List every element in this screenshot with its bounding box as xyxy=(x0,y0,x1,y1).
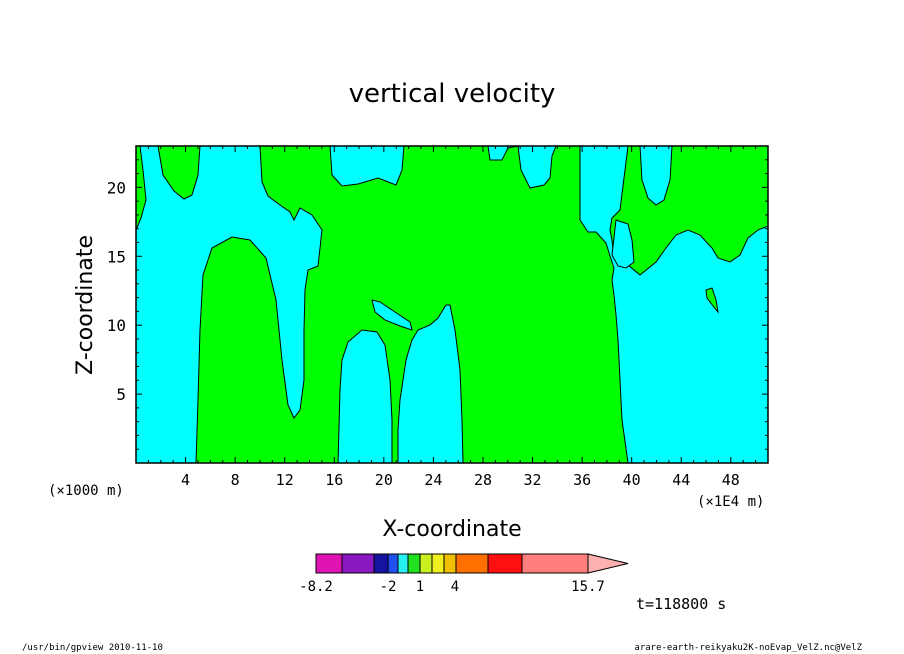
x-axis-label: X-coordinate xyxy=(382,517,521,542)
colorbar-label: 4 xyxy=(451,579,459,595)
y-tick-label: 20 xyxy=(107,178,126,197)
y-tick-label: 5 xyxy=(116,385,126,404)
colorbar-segment xyxy=(397,553,409,574)
region-cyan-island-right xyxy=(611,219,635,269)
colorbar-labels: -8.2 -2 1 4 15.7 xyxy=(299,579,605,595)
x-tick-label: 36 xyxy=(573,471,591,489)
colorbar-segment xyxy=(315,553,343,574)
region-cyan-island-top-right xyxy=(639,145,673,206)
colorbar-segment xyxy=(443,553,457,574)
x-tick-label: 32 xyxy=(524,471,542,489)
colorbar-segment xyxy=(455,553,489,574)
green-regions xyxy=(135,145,769,464)
footer-left: /usr/bin/gpview 2010-11-10 xyxy=(22,643,163,653)
colorbar-segment xyxy=(521,553,589,574)
x-unit-right: (×1E4 m) xyxy=(697,494,764,510)
colorbar-segment xyxy=(373,553,389,574)
x-tick-label: 16 xyxy=(325,471,343,489)
x-tick-label: 48 xyxy=(722,471,740,489)
x-tick-label: 40 xyxy=(623,471,641,489)
colorbar-label: -2 xyxy=(380,579,397,595)
x-tick-label: 12 xyxy=(276,471,294,489)
region-green-island-right xyxy=(705,287,719,314)
time-label: t=118800 s xyxy=(636,595,726,613)
x-tick-label: 44 xyxy=(672,471,690,489)
colorbar-segment xyxy=(431,553,445,574)
x-tick-label: 4 xyxy=(181,471,190,489)
colorbar-arrow xyxy=(587,553,629,574)
x-unit-left: (×1000 m) xyxy=(48,483,124,499)
colorbar-segment xyxy=(407,553,421,574)
x-tick-label: 8 xyxy=(231,471,240,489)
plot-frame xyxy=(135,145,769,464)
y-tick-label: 15 xyxy=(107,247,126,266)
colorbar-segment xyxy=(341,553,375,574)
region-green-top-left xyxy=(157,145,201,200)
y-axis-label: Z-coordinate xyxy=(73,235,98,375)
colorbar-label: -8.2 xyxy=(299,579,333,595)
region-green-main xyxy=(195,145,629,464)
colorbar-label: 15.7 xyxy=(571,579,605,595)
y-ticks: 5 10 15 20 xyxy=(107,159,768,450)
colorbar-segment xyxy=(419,553,433,574)
chart-title: vertical velocity xyxy=(349,79,556,109)
x-tick-label: 28 xyxy=(474,471,492,489)
colorbar-segment xyxy=(487,553,523,574)
y-tick-label: 10 xyxy=(107,316,126,335)
footer-right: arare-earth-reikyaku2K-noEvap_VelZ.nc@Ve… xyxy=(634,643,862,653)
region-cyan-island-center xyxy=(371,299,413,331)
x-tick-label: 20 xyxy=(375,471,393,489)
colorbar xyxy=(315,553,629,574)
x-tick-label: 24 xyxy=(424,471,442,489)
colorbar-segment xyxy=(387,553,399,574)
x-ticks: 4 8 12 16 20 24 28 32 36 40 44 48 xyxy=(147,146,757,489)
colorbar-label: 1 xyxy=(416,579,424,595)
